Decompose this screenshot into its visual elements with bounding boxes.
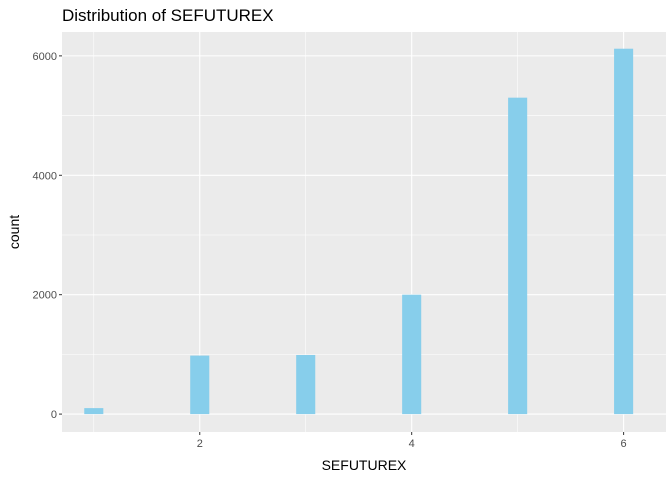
y-tick-label: 2000	[33, 290, 57, 302]
histogram-bar	[508, 97, 528, 415]
y-tick-label: 6000	[33, 51, 57, 63]
x-axis-ticks: 2 4 6	[197, 432, 627, 450]
y-axis-ticks: 0 2000 4000 6000	[33, 51, 62, 421]
y-tick-label: 0	[51, 409, 57, 421]
y-tick-label: 4000	[33, 170, 57, 182]
histogram-bar	[190, 355, 210, 415]
x-axis-title: SEFUTUREX	[322, 457, 407, 473]
histogram-bar	[84, 408, 104, 415]
x-tick-label: 6	[621, 438, 627, 450]
y-axis-title: count	[6, 215, 22, 249]
x-tick-label: 4	[409, 438, 415, 450]
histogram-bar	[614, 48, 634, 415]
histogram-bar	[296, 354, 316, 415]
histogram-bar	[402, 294, 422, 415]
bars	[84, 48, 634, 415]
x-tick-label: 2	[197, 438, 203, 450]
chart-title: Distribution of SEFUTUREX	[62, 6, 274, 25]
plot-panel	[62, 32, 666, 432]
